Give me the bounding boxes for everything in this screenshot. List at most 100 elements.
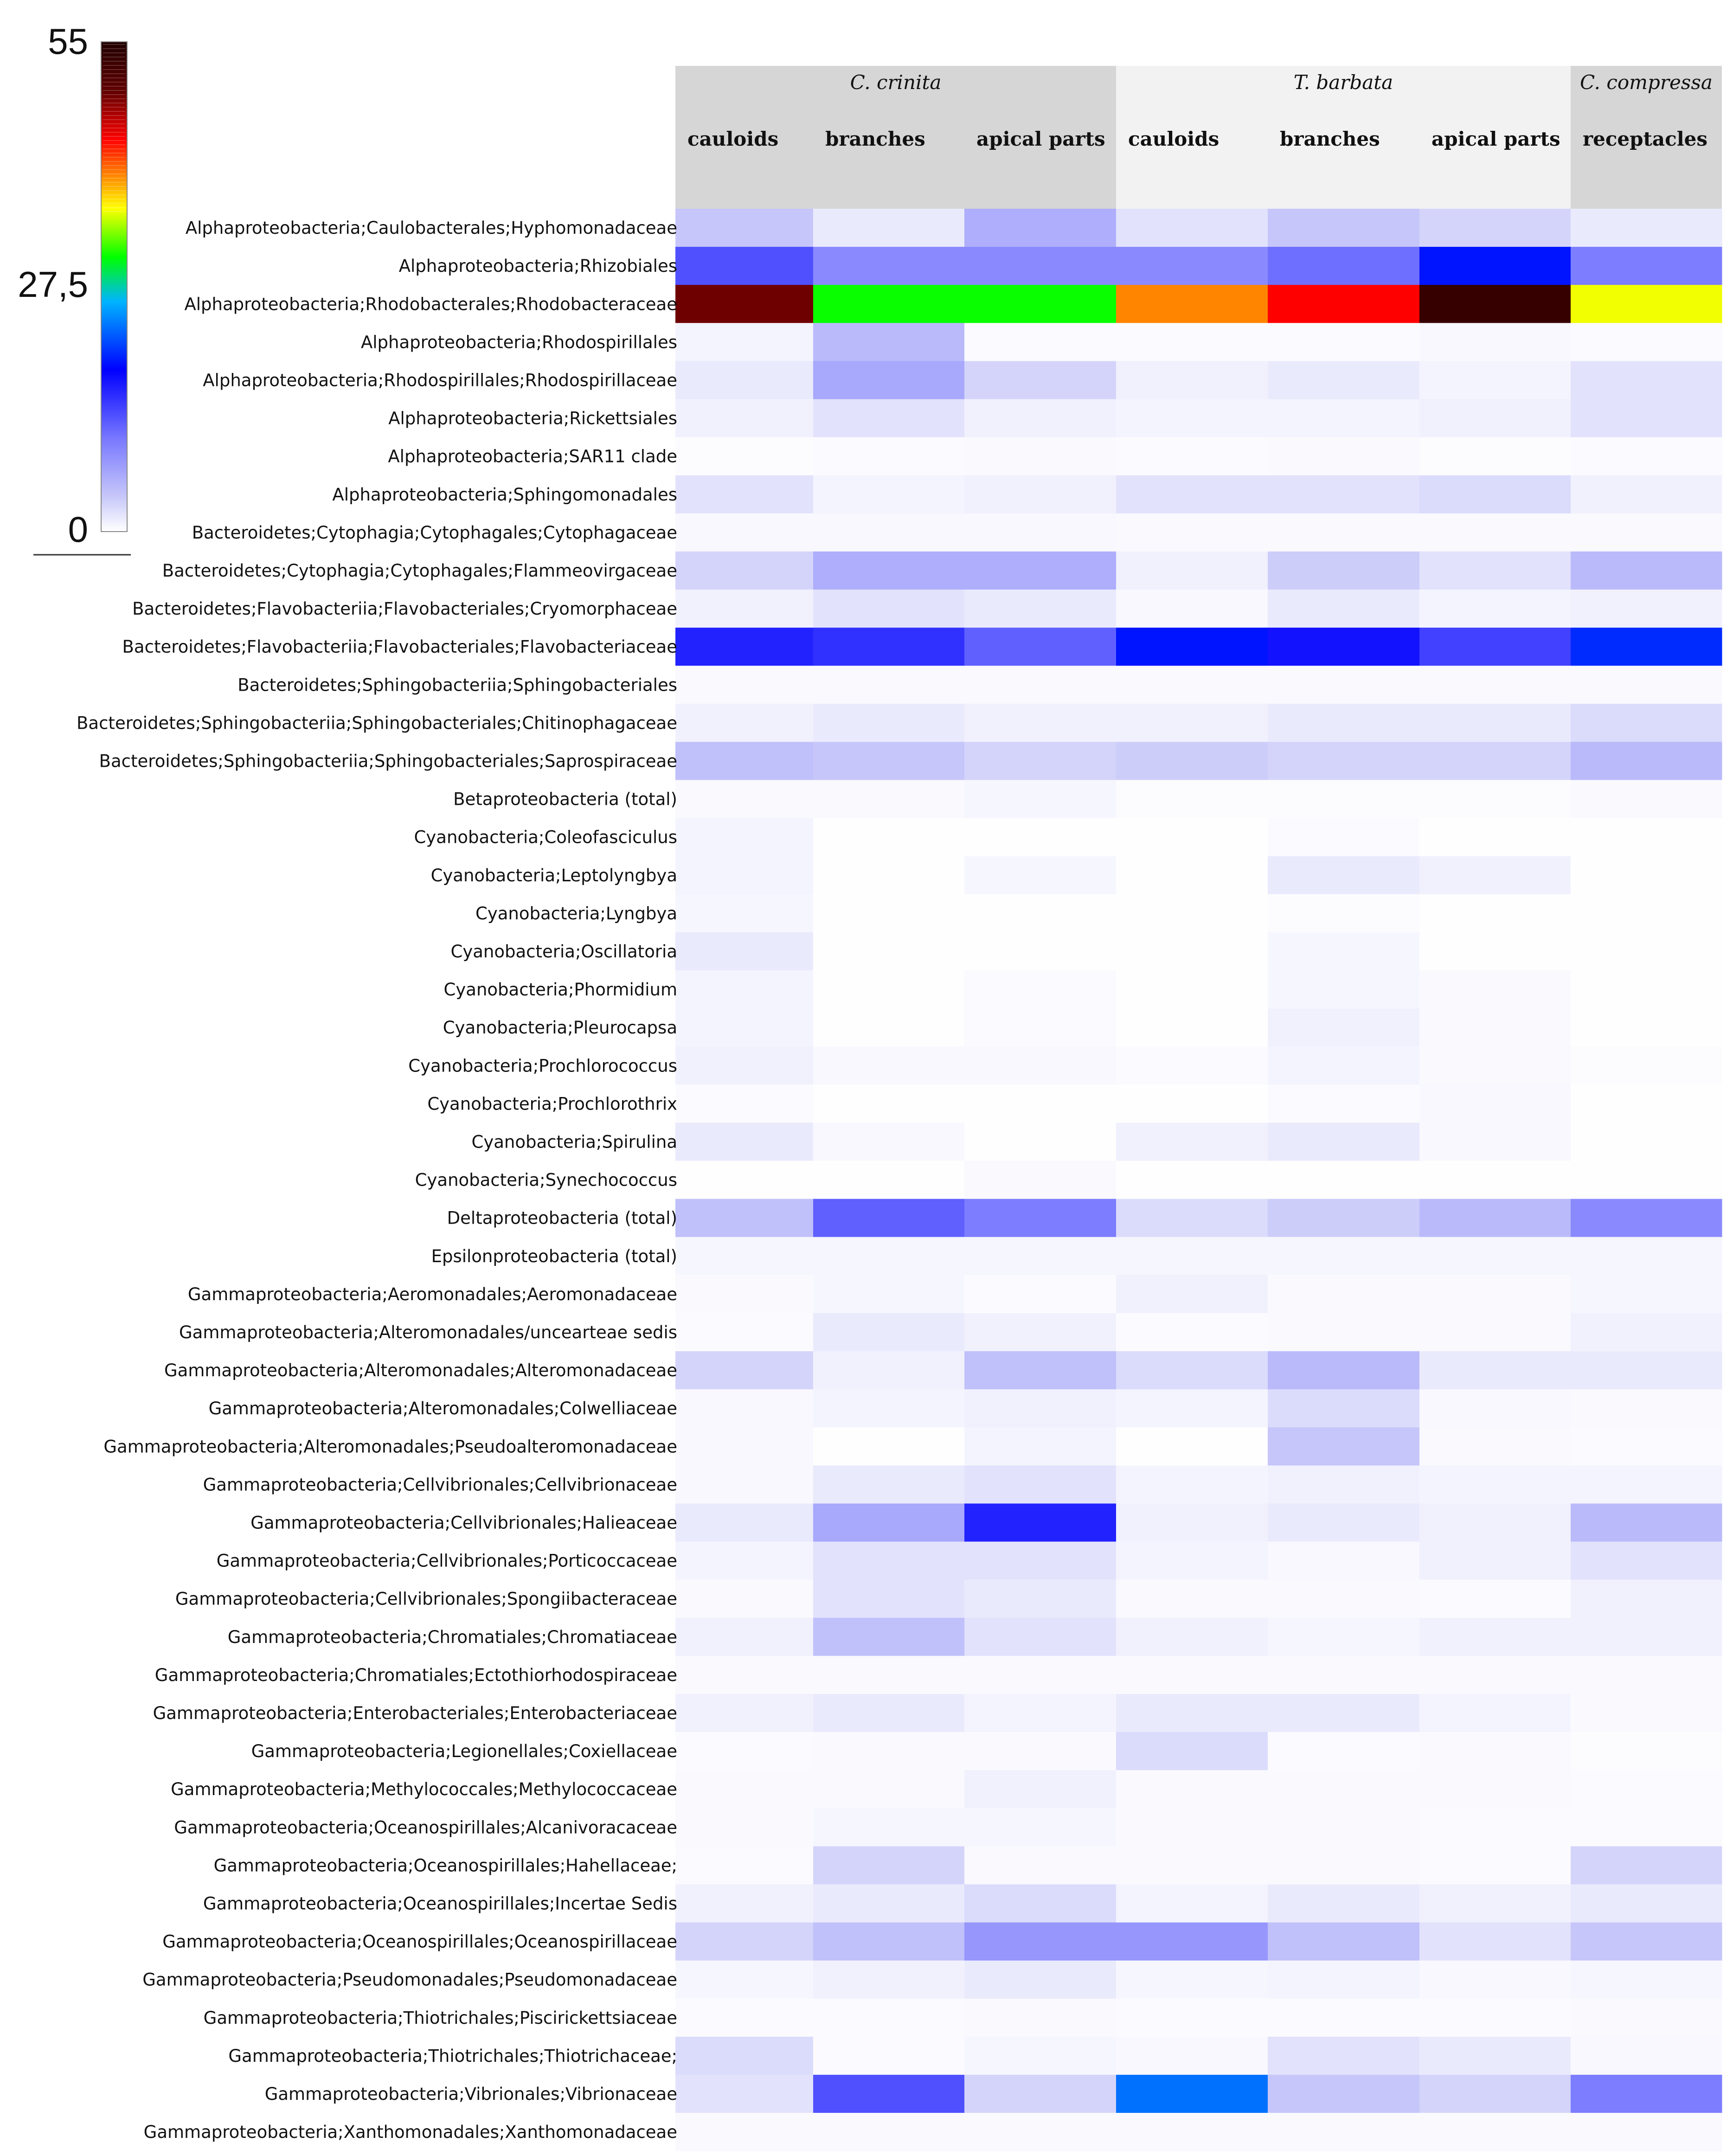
heatmap-cell — [813, 932, 965, 971]
heatmap-cell — [964, 2074, 1117, 2113]
heatmap-cell — [1268, 1427, 1420, 1466]
heatmap-cell — [813, 1922, 965, 1961]
heatmap-cell — [1116, 1503, 1268, 1542]
heatmap-cell — [964, 704, 1117, 742]
heatmap-cell — [813, 1123, 965, 1161]
row-label: Gammaproteobacteria;Vibrionales;Vibriona… — [265, 2084, 677, 2104]
heatmap-cell — [1419, 1808, 1571, 1847]
heatmap-cell — [675, 970, 814, 1009]
heatmap-cell — [1571, 1694, 1722, 1732]
group-label: T. barbata — [1294, 71, 1393, 94]
row-label: Gammaproteobacteria;Alteromonadales;Colw… — [209, 1399, 677, 1418]
group-label: C. crinita — [850, 71, 942, 94]
heatmap-cell — [1419, 1960, 1571, 1999]
heatmap-cell — [1419, 1694, 1571, 1732]
heatmap-cell — [1116, 399, 1268, 438]
heatmap-cell — [1116, 285, 1268, 323]
row-label: Gammaproteobacteria;Chromatiales;Chromat… — [228, 1627, 677, 1647]
heatmap-cell — [1419, 856, 1571, 895]
heatmap-cell — [1419, 894, 1571, 933]
heatmap-cell — [1571, 1351, 1722, 1390]
heatmap-cell — [964, 932, 1117, 971]
heatmap-cell — [813, 1427, 965, 1466]
heatmap-cell — [1419, 590, 1571, 628]
heatmap-cell — [813, 1084, 965, 1123]
heatmap-cell — [964, 1123, 1117, 1161]
heatmap-cell — [964, 590, 1117, 628]
heatmap-cell — [1268, 1732, 1420, 1771]
heatmap-cell — [1116, 1694, 1268, 1732]
row-label: Alphaproteobacteria;Rhizobiales — [399, 256, 677, 276]
heatmap-cell — [1268, 1884, 1420, 1923]
heatmap-cell — [1571, 361, 1722, 399]
heatmap-cell — [675, 551, 814, 590]
heatmap-cell — [675, 856, 814, 895]
heatmap-cell — [1571, 1617, 1722, 1656]
heatmap-cell — [1116, 1351, 1268, 1390]
row-label: Cyanobacteria;Prochlorococcus — [408, 1056, 677, 1076]
heatmap-cell — [1419, 2113, 1571, 2151]
heatmap-cell — [675, 1008, 814, 1047]
heatmap-cell — [813, 1237, 965, 1276]
heatmap-cell — [813, 2036, 965, 2075]
heatmap-cell — [1419, 2074, 1571, 2113]
heatmap-cell — [1571, 513, 1722, 552]
heatmap-cell — [1116, 1541, 1268, 1580]
heatmap-cell — [1116, 856, 1268, 895]
heatmap-cell — [1268, 1008, 1420, 1047]
heatmap-cell — [813, 704, 965, 742]
heatmap-cell — [1268, 704, 1420, 742]
heatmap-cell — [1116, 2113, 1268, 2151]
heatmap-cell — [964, 1579, 1117, 1618]
heatmap-cell — [1571, 1656, 1722, 1694]
heatmap-cell — [964, 1237, 1117, 1276]
heatmap-cell — [1571, 970, 1722, 1009]
scale-min-label: 0 — [68, 509, 88, 550]
heatmap-cell — [1268, 1770, 1420, 1809]
heatmap-cell — [1268, 1846, 1420, 1885]
row-label: Gammaproteobacteria;Alteromonadales;Pseu… — [103, 1437, 677, 1457]
heatmap-cell — [1116, 590, 1268, 628]
column-label: apical parts — [976, 128, 1105, 150]
heatmap-cell — [964, 1541, 1117, 1580]
heatmap-cell — [1571, 704, 1722, 742]
heatmap-cell — [813, 1846, 965, 1885]
heatmap-cell — [813, 894, 965, 933]
row-label: Gammaproteobacteria;Aeromonadales;Aeromo… — [188, 1284, 677, 1304]
heatmap-cell — [1116, 437, 1268, 476]
heatmap-cell — [1419, 551, 1571, 590]
heatmap-cell — [813, 551, 965, 590]
heatmap-cell — [813, 1389, 965, 1428]
heatmap-cell — [675, 1503, 814, 1542]
heatmap-cell — [1116, 475, 1268, 514]
heatmap-cell — [1116, 1046, 1268, 1085]
row-label: Bacteroidetes;Cytophagia;Cytophagales;Fl… — [162, 561, 677, 581]
heatmap-cell — [675, 437, 814, 476]
heatmap-cell — [813, 1008, 965, 1047]
heatmap-cell — [964, 1084, 1117, 1123]
heatmap-cell — [1268, 323, 1420, 361]
row-label: Alphaproteobacteria;SAR11 clade — [388, 447, 677, 467]
row-label: Gammaproteobacteria;Cellvibrionales;Spon… — [175, 1589, 677, 1609]
heatmap-cell — [675, 2036, 814, 2075]
heatmap-cell — [964, 1351, 1117, 1390]
heatmap-cell — [675, 1084, 814, 1123]
scale-mid-label: 27,5 — [18, 264, 88, 305]
column-label: branches — [825, 128, 925, 150]
heatmap-cell — [675, 666, 814, 704]
heatmap-cell — [1268, 247, 1420, 285]
heatmap-cell — [1268, 1541, 1420, 1580]
heatmap-cell — [675, 704, 814, 742]
heatmap-cell — [1116, 2074, 1268, 2113]
heatmap-cell — [813, 1656, 965, 1694]
heatmap-cell — [1116, 247, 1268, 285]
heatmap-cell — [1419, 1846, 1571, 1885]
column-label: cauloids — [687, 128, 778, 150]
heatmap-cell — [675, 1694, 814, 1732]
heatmap-cell — [675, 1046, 814, 1085]
heatmap-cell — [813, 247, 965, 285]
column-label: receptacles — [1583, 128, 1707, 150]
heatmap-cell — [675, 247, 814, 285]
row-label: Cyanobacteria;Coleofasciculus — [414, 828, 677, 847]
